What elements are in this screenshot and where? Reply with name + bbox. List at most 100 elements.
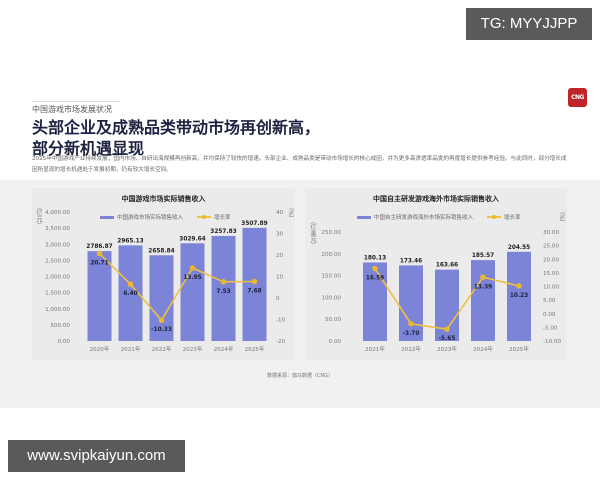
y-axis-tick: 4,000.00 <box>45 210 70 216</box>
growth-rate-label: -3.70 <box>403 331 420 337</box>
y2-axis-tick: -10 <box>276 318 286 324</box>
x-axis-tick: 2025年 <box>509 345 529 353</box>
page-headline: 头部企业及成熟品类带动市场再创新高， 部分新机遇显现 <box>32 117 320 159</box>
legend-line-swatch-icon <box>487 214 502 219</box>
cng-logo-icon: CNG <box>568 88 587 107</box>
y2-axis-tick: -20 <box>276 339 286 345</box>
growth-rate-label: 7.68 <box>247 288 261 294</box>
y-axis-unit: （亿美元） <box>309 218 316 248</box>
x-axis-tick: 2022年 <box>401 345 421 353</box>
y-axis-tick: 3,000.00 <box>45 242 70 248</box>
bar-value-label: 185.57 <box>472 253 494 259</box>
growth-rate-marker <box>372 265 378 272</box>
chart-plot-domestic: 4,000.00 3,500.00 3,000.00 2,500.00 2,000.00… <box>45 210 286 353</box>
bar <box>507 251 531 341</box>
bar <box>180 243 205 341</box>
bar-value-label: 173.46 <box>400 258 422 264</box>
growth-rate-label: -5.65 <box>439 336 456 342</box>
x-axis-tick: 2024年 <box>214 345 234 353</box>
y2-axis-tick: 30.00 <box>543 230 559 236</box>
growth-rate-label: 13.95 <box>183 275 201 281</box>
chart-legend: 中国自主研发游戏海外市场实际销售收入 增长率 <box>357 213 521 221</box>
growth-rate-label: 13.39 <box>474 284 492 290</box>
bar-value-label: 3257.83 <box>210 229 236 235</box>
watermark-top: TG: MYYJJPP <box>466 8 592 40</box>
y-axis-tick: 3,500.00 <box>45 226 70 232</box>
bar <box>87 251 112 341</box>
chart-plot-overseas: 250.00 200.00 150.00 100.00 50.00 0.00 30.00 25… <box>321 230 561 353</box>
growth-rate-label: 10.23 <box>510 293 528 299</box>
y-axis-unit: （亿元） <box>35 204 42 228</box>
y2-axis-tick: 20.00 <box>543 257 559 263</box>
bar <box>242 227 267 341</box>
y2-axis-tick: -10.00 <box>543 339 561 345</box>
y2-axis-tick: -5.00 <box>543 325 558 331</box>
growth-rate-marker <box>158 317 165 324</box>
y2-axis-tick: 15.00 <box>543 271 559 277</box>
bar <box>211 235 236 341</box>
section-label: 中国游戏市场发展状况 <box>32 105 112 114</box>
y-axis-tick: 250.00 <box>321 230 341 236</box>
x-axis-tick: 2020年 <box>90 345 110 353</box>
x-axis-tick: 2021年 <box>365 345 385 353</box>
chart-panel-domestic-revenue: 中国游戏市场实际销售收入 中国游戏市场实际销售收入 增长率 （亿元） （%） 4… <box>32 188 295 360</box>
section-divider <box>32 101 120 102</box>
description-text: 2025年中国游戏产业持续发展，国内市场、自研出海规模再创新高，并均保持了较快的… <box>32 156 567 173</box>
legend-bar-swatch-icon <box>100 215 114 219</box>
data-source-note: 数据来源：伽马数据（CNG） <box>266 373 334 379</box>
bar-value-label: 2965.13 <box>117 238 143 244</box>
growth-rate-label: 20.71 <box>90 260 108 266</box>
x-axis-tick: 2023年 <box>437 345 457 353</box>
y-axis-tick: 0.00 <box>58 339 71 345</box>
y-axis-tick: 2,000.00 <box>45 275 70 281</box>
y2-axis-tick: 10 <box>276 275 284 281</box>
x-axis-tick: 2024年 <box>473 345 493 353</box>
y-axis-tick: 100.00 <box>321 295 341 301</box>
growth-rate-marker <box>516 283 522 289</box>
bar-value-label: 2658.84 <box>148 248 174 254</box>
y-axis-tick: 1,000.00 <box>45 307 70 313</box>
growth-rate-marker <box>444 326 450 332</box>
legend-line-swatch-icon <box>197 214 212 219</box>
y-axis-tick: 50.00 <box>325 317 341 323</box>
legend-line-label: 增长率 <box>214 215 231 221</box>
bar <box>399 265 423 341</box>
growth-rate-label: 6.40 <box>123 291 137 297</box>
legend-bar-label: 中国自主研发游戏海外市场实际销售收入 <box>374 215 474 221</box>
y2-axis-tick: 5.00 <box>543 298 556 304</box>
bar-value-label: 2786.87 <box>86 244 112 250</box>
growth-rate-marker <box>251 278 258 285</box>
bar-value-label: 3029.64 <box>179 236 205 242</box>
growth-rate-marker <box>480 274 486 281</box>
growth-rate-marker <box>408 321 414 327</box>
y2-axis-tick: 0 <box>276 296 280 302</box>
growth-rate-label: 16.59 <box>366 276 384 282</box>
x-axis-tick: 2022年 <box>152 345 172 353</box>
growth-rate-marker <box>220 279 227 285</box>
growth-rate-marker <box>127 281 134 288</box>
growth-rate-marker <box>96 250 103 257</box>
growth-rate-label: -10.33 <box>151 327 172 333</box>
y2-axis-tick: 20 <box>276 253 284 259</box>
x-axis-tick: 2025年 <box>245 345 265 353</box>
y-axis-tick: 0.00 <box>329 339 342 345</box>
y-axis-tick: 1,500.00 <box>45 291 70 297</box>
y-axis-tick: 150.00 <box>321 274 341 280</box>
bar-value-label: 204.55 <box>508 245 530 251</box>
chart-title: 中国自主研发游戏海外市场实际销售收入 <box>373 195 499 203</box>
bar-value-label: 180.13 <box>364 255 386 261</box>
chart-panel-overseas-revenue: 中国自主研发游戏海外市场实际销售收入 中国自主研发游戏海外市场实际销售收入 增长… <box>305 188 567 360</box>
bar <box>149 255 174 341</box>
legend-line-label: 增长率 <box>504 215 521 221</box>
growth-rate-marker <box>189 265 196 271</box>
growth-rate-line <box>98 252 255 322</box>
y2-axis-tick: 40 <box>276 210 284 216</box>
chart-legend: 中国游戏市场实际销售收入 增长率 <box>100 213 231 221</box>
headline-line-1: 头部企业及成熟品类带动市场再创新高， <box>32 118 321 137</box>
bar-value-label: 3507.89 <box>241 221 267 227</box>
y2-axis-tick: 25.00 <box>543 244 559 250</box>
legend-bar-swatch-icon <box>357 215 371 219</box>
legend-bar-label: 中国游戏市场实际销售收入 <box>117 215 184 221</box>
y2-axis-tick: 30 <box>276 232 284 238</box>
bar <box>363 262 387 341</box>
